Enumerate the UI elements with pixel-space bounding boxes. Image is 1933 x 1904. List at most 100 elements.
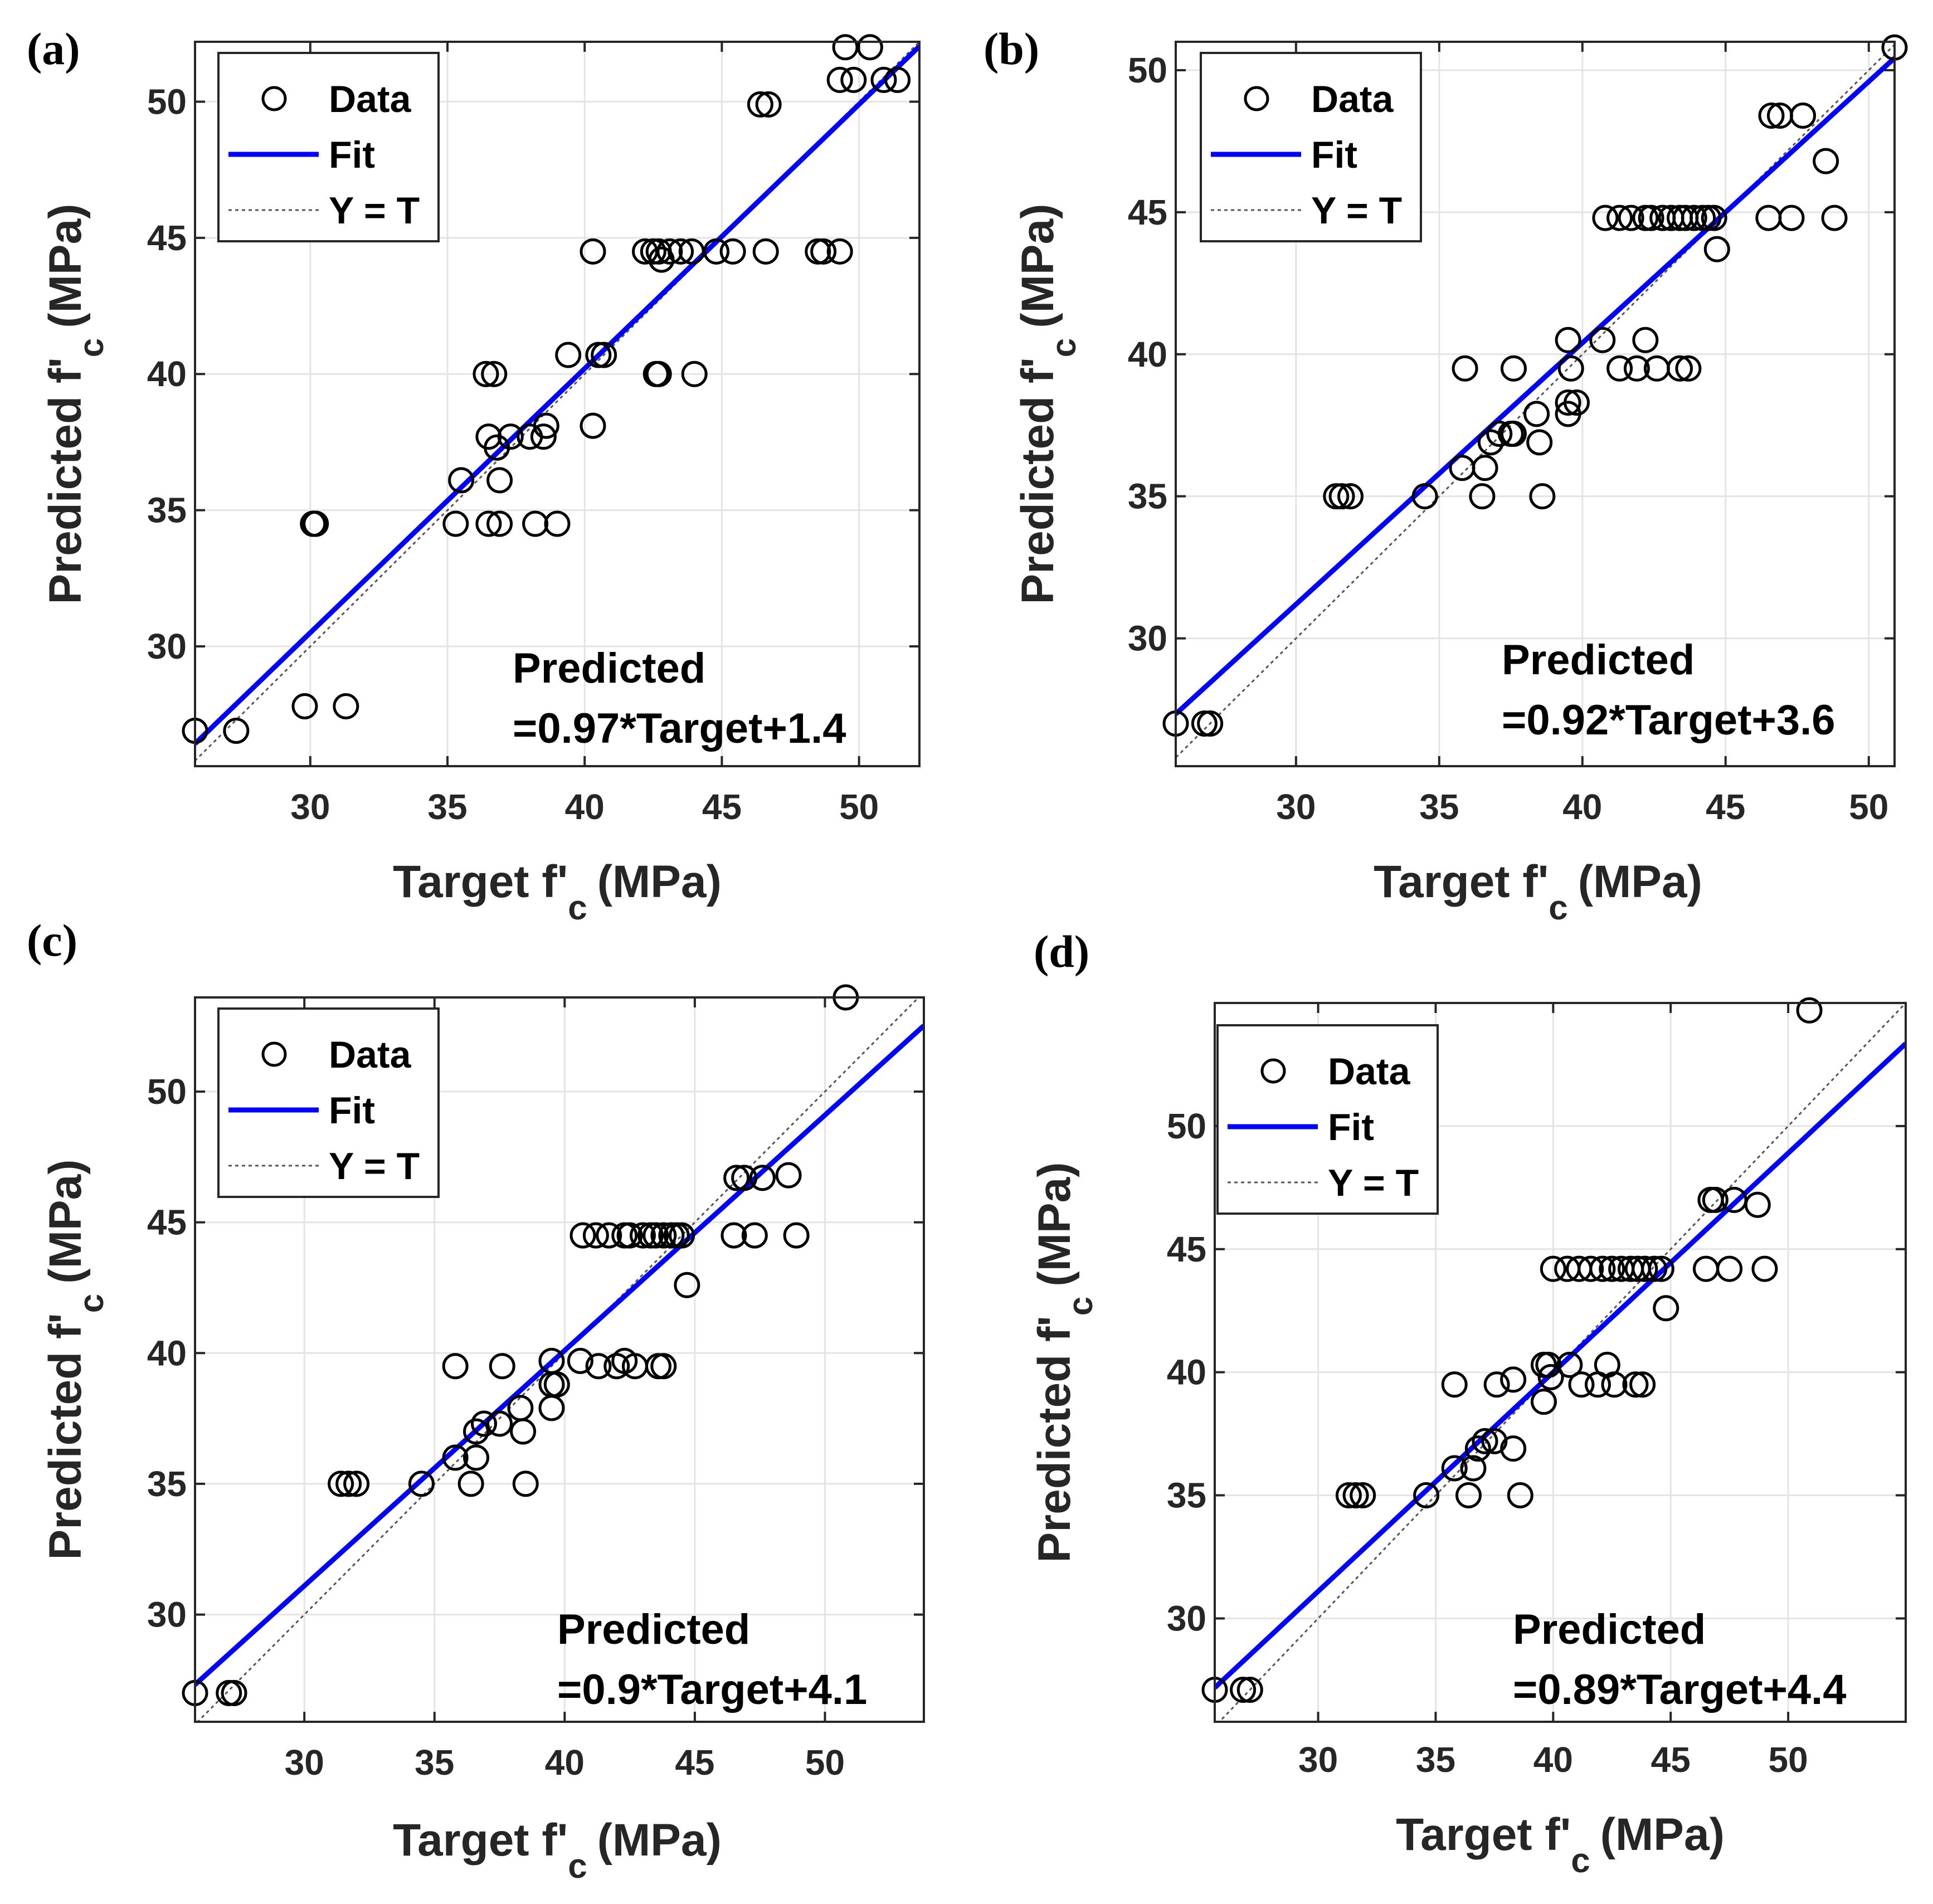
data-point [1577,1255,1604,1282]
legend: Data Fit Y = T [1200,52,1422,242]
x-axis-label-main: Target f' [393,1815,568,1866]
data-point [1507,1482,1533,1509]
y-axis-label-main: Predicted f' [1012,357,1063,604]
data-point [1535,1351,1562,1378]
x-tick-label: 50 [805,1742,845,1783]
data-point [463,1418,490,1445]
chart-panel: 30 35 40 45 50 30 35 40 45 50 Data Fit Y = T Predicte… [27,23,921,927]
data-point [1537,1364,1564,1391]
panel-label: (a) [27,23,80,74]
legend-marker-data [261,1041,287,1067]
x-axis-label-unit: (MPa) [1578,856,1702,907]
y-tick-label: 35 [147,1464,187,1504]
data-point [1500,355,1527,382]
legend-box [217,52,440,242]
data-point [1702,1186,1728,1213]
y-axis-label: Predicted f'c (MPa) [40,1160,111,1560]
legend-label: Y = T [329,1145,420,1187]
data-point [569,1222,596,1249]
y-tick-label: 40 [1128,334,1167,374]
data-point [884,66,911,93]
data-point [1623,355,1650,382]
data-point [512,1470,539,1497]
data-point [475,510,502,537]
y-tick-label: 45 [147,1202,187,1243]
data-point [1555,327,1581,353]
data-point [747,91,773,118]
data-point [650,1353,677,1380]
data-point [1667,355,1693,382]
data-point [755,91,782,118]
x-tick-label: 30 [290,787,330,827]
data-point [1601,1371,1628,1398]
data-point [223,717,250,744]
data-point [333,693,359,719]
legend: Data Fit Y = T [1216,1024,1439,1215]
plot-frame [1175,41,1896,767]
data-point [1648,1255,1674,1282]
data-point [826,238,853,265]
legend-label: Fit [329,134,375,176]
y-axis-label: Predicted f'c (MPa) [40,204,111,605]
data-point [335,1470,362,1497]
data-point [1472,455,1498,481]
y-tick-label: 35 [1167,1476,1206,1516]
data-point [741,1222,768,1249]
data-point [1703,236,1730,262]
data-points [182,984,859,1706]
fit-annotation-equation: =0.97*Target+1.4 [513,705,846,752]
data-point [463,1444,490,1471]
data-point [1230,1677,1257,1703]
x-tick-label: 40 [545,1742,585,1783]
data-point [650,1222,677,1249]
y-tick-label: 30 [1128,619,1167,659]
data-point [1460,1455,1487,1482]
data-point [1557,355,1584,382]
fit-annotation-equation: =0.89*Target+4.4 [1513,1666,1847,1713]
fit-line [1176,56,1895,716]
data-point [471,1410,498,1437]
x-axis-label-sub: c [568,1847,587,1886]
data-point [1641,1255,1668,1282]
data-point [1481,1428,1508,1454]
data-point [303,510,329,537]
data-point [1236,1677,1263,1703]
data-point [1589,327,1616,353]
x-tick-label: 50 [839,787,879,827]
data-point [629,1222,656,1249]
plot-frame [194,41,921,767]
y-tick-label: 50 [147,1072,187,1112]
y-tick-label: 50 [147,82,187,122]
y-axis-label-unit: (MPa) [1029,1162,1080,1287]
data-points [1201,997,1823,1703]
y-tick-label: 40 [1167,1352,1206,1392]
plot-frame [1214,1002,1907,1723]
data-point [1530,1389,1557,1415]
data-point [1778,204,1805,231]
data-point [1632,327,1659,353]
data-point [291,693,318,719]
data-point [1464,1435,1491,1462]
data-point [544,510,571,537]
data-point [1568,1371,1595,1398]
y-axis-label-sub: c [1062,1297,1100,1316]
y-axis-label-sub: c [1045,338,1083,357]
fit-line [195,44,919,746]
y-tick-label: 45 [1128,192,1167,232]
data-point [582,1222,609,1249]
x-axis-label-unit: (MPa) [1600,1809,1725,1860]
legend-label: Data [329,78,412,120]
y-tick-label: 35 [1128,476,1167,517]
data-point [221,1679,247,1706]
x-tick-label: 35 [415,1742,454,1783]
plot-frame [194,996,925,1723]
data-point [1500,1435,1527,1462]
chart-panel: 30 35 40 45 50 30 35 40 45 50 Data Fit Y = T Predicte… [983,23,1908,927]
data-point [1618,204,1644,231]
data-point [1328,483,1355,510]
data-point [1441,1371,1468,1398]
data-point [538,1347,565,1374]
data-point [1751,1255,1778,1282]
x-tick-label: 50 [1769,1740,1808,1780]
data-point [486,1410,513,1437]
